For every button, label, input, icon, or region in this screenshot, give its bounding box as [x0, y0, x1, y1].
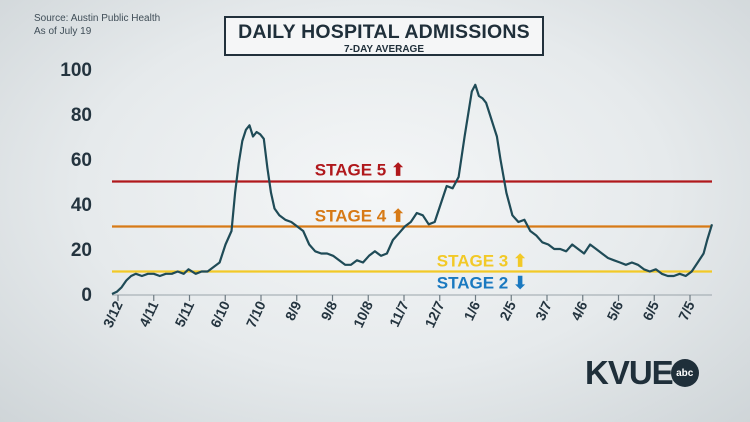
x-tick-label: 10/8	[350, 298, 376, 330]
x-tick-label: 7/10	[243, 298, 269, 330]
x-tick-label: 6/5	[639, 298, 662, 323]
logo-text: KVUE	[585, 354, 674, 391]
x-tick-label: 7/5	[675, 298, 698, 323]
x-tick-label: 9/8	[317, 298, 340, 323]
admissions-line	[111, 83, 714, 295]
x-tick-label: 11/7	[386, 298, 412, 329]
chart-subtitle: 7-DAY AVERAGE	[343, 44, 425, 55]
y-tick-label: 40	[71, 195, 92, 216]
stage-lines	[112, 180, 712, 273]
x-tick-label: 4/11	[136, 298, 162, 329]
y-tick-label: 0	[81, 285, 92, 306]
date-line: As of July 19	[34, 26, 92, 37]
x-tick-label: 1/6	[460, 298, 483, 323]
x-tick-label: 2/5	[496, 298, 519, 323]
x-tick-label: 5/6	[603, 298, 626, 323]
series-group	[111, 83, 714, 295]
stage-5-label: STAGE 5 ⬆	[315, 161, 405, 180]
chart-title: DAILY HOSPITAL ADMISSIONS	[238, 21, 530, 43]
x-tick-label: 4/6	[568, 298, 591, 323]
source-note: Source: Austin Public Health As of July …	[34, 12, 160, 38]
abc-badge: abc	[670, 359, 699, 387]
x-tick-label: 6/10	[207, 298, 233, 330]
x-tick-label: 3/7	[532, 298, 555, 323]
y-axis: 0 20 40 60 80 100	[60, 60, 92, 306]
x-tick-label: 12/7	[421, 298, 447, 330]
y-tick-label: 100	[60, 60, 92, 81]
stage-3-label: STAGE 3 ⬆	[437, 252, 527, 271]
y-tick-label: 80	[71, 105, 92, 126]
x-tick-label: 5/11	[172, 298, 198, 329]
kvue-logo: KVUE abc	[585, 356, 699, 390]
y-tick-label: 20	[71, 240, 92, 261]
source-line: Source: Austin Public Health	[34, 13, 161, 24]
x-axis: 3/12 4/11 5/11 6/10 7/10 8/9 9/8 10/8 11/7 12/7 1/…	[100, 294, 712, 330]
x-tick-label: 3/12	[100, 298, 126, 330]
title-box: DAILY HOSPITAL ADMISSIONS 7-DAY AVERAGE	[224, 16, 544, 56]
y-tick-label: 60	[71, 150, 92, 171]
x-tick-label: 8/9	[282, 298, 305, 323]
stage-4-label: STAGE 4 ⬆	[315, 207, 405, 226]
stage-2-label: STAGE 2 ⬇	[437, 274, 527, 293]
stage-labels: STAGE 5 ⬆ STAGE 4 ⬆ STAGE 3 ⬆ STAGE 2 ⬇	[315, 161, 527, 293]
